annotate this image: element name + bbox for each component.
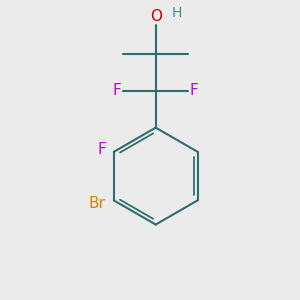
Text: Br: Br [88,196,105,211]
Text: F: F [190,83,199,98]
Text: H: H [171,6,182,20]
Text: F: F [113,83,122,98]
Text: O: O [150,9,162,24]
Text: F: F [98,142,106,157]
